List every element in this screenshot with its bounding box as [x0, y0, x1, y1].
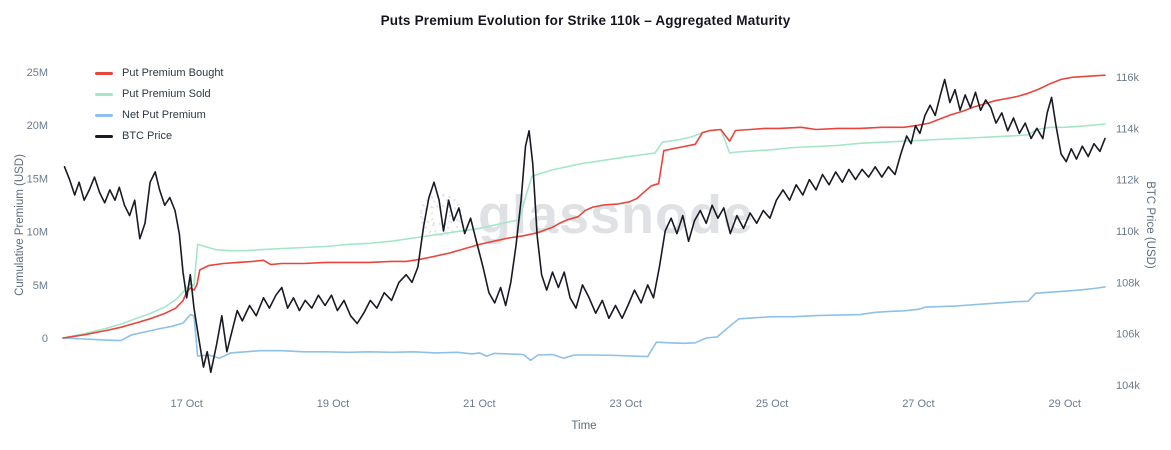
- legend-item-btc-price[interactable]: BTC Price: [95, 130, 224, 142]
- x-axis-tick-label: 19 Oct: [317, 398, 349, 410]
- legend-label: Put Premium Bought: [122, 67, 224, 79]
- right-axis-tick-label: 106k: [1116, 329, 1140, 341]
- series-line-put-premium-sold: [62, 123, 1106, 339]
- legend-label: Net Put Premium: [122, 109, 206, 121]
- series-line-put-premium-bought: [62, 74, 1106, 339]
- left-axis-tick-label: 5M: [33, 280, 48, 292]
- series-line-btc-price: [63, 78, 1106, 374]
- x-axis-tick-label: 21 Oct: [463, 398, 495, 410]
- left-axis-tick-label: 25M: [27, 67, 48, 79]
- legend-label: Put Premium Sold: [122, 88, 211, 100]
- x-axis-tick-label: 27 Oct: [902, 398, 934, 410]
- x-axis-tick-label: 29 Oct: [1049, 398, 1081, 410]
- legend-swatch-put-premium-bought: [95, 71, 113, 75]
- right-axis-tick-label: 116k: [1116, 72, 1140, 84]
- legend-swatch-btc-price: [95, 134, 113, 138]
- left-axis-tick-label: 20M: [27, 120, 48, 132]
- x-axis-title: Time: [571, 420, 597, 432]
- legend-swatch-put-premium-sold: [95, 92, 113, 96]
- left-axis-tick-label: 0: [42, 333, 48, 345]
- legend-swatch-net-put-premium: [95, 113, 113, 117]
- left-axis-tick-label: 10M: [27, 227, 48, 239]
- legend-label: BTC Price: [122, 130, 173, 142]
- right-axis-title: BTC Price (USD): [1144, 181, 1156, 269]
- right-axis-tick-label: 110k: [1116, 226, 1140, 238]
- legend-item-put-premium-bought[interactable]: Put Premium Bought: [95, 67, 224, 79]
- right-axis-tick-label: 114k: [1116, 123, 1140, 135]
- left-axis-title: Cumulative Premium (USD): [14, 154, 26, 296]
- chart-title: Puts Premium Evolution for Strike 110k –…: [380, 13, 791, 28]
- x-axis-tick-label: 25 Oct: [756, 398, 788, 410]
- legend-item-net-put-premium[interactable]: Net Put Premium: [95, 109, 224, 121]
- legend: Put Premium Bought Put Premium Sold Net Pu…: [95, 67, 224, 142]
- legend-item-put-premium-sold[interactable]: Put Premium Sold: [95, 88, 224, 100]
- right-axis-tick-label: 108k: [1116, 277, 1140, 289]
- x-axis-tick-label: 17 Oct: [170, 398, 202, 410]
- right-axis-tick-label: 112k: [1116, 175, 1140, 187]
- right-axis-tick-label: 104k: [1116, 380, 1140, 392]
- left-axis-tick-label: 15M: [27, 173, 48, 185]
- series-line-net-put-premium: [62, 286, 1106, 362]
- x-axis-tick-label: 23 Oct: [610, 398, 642, 410]
